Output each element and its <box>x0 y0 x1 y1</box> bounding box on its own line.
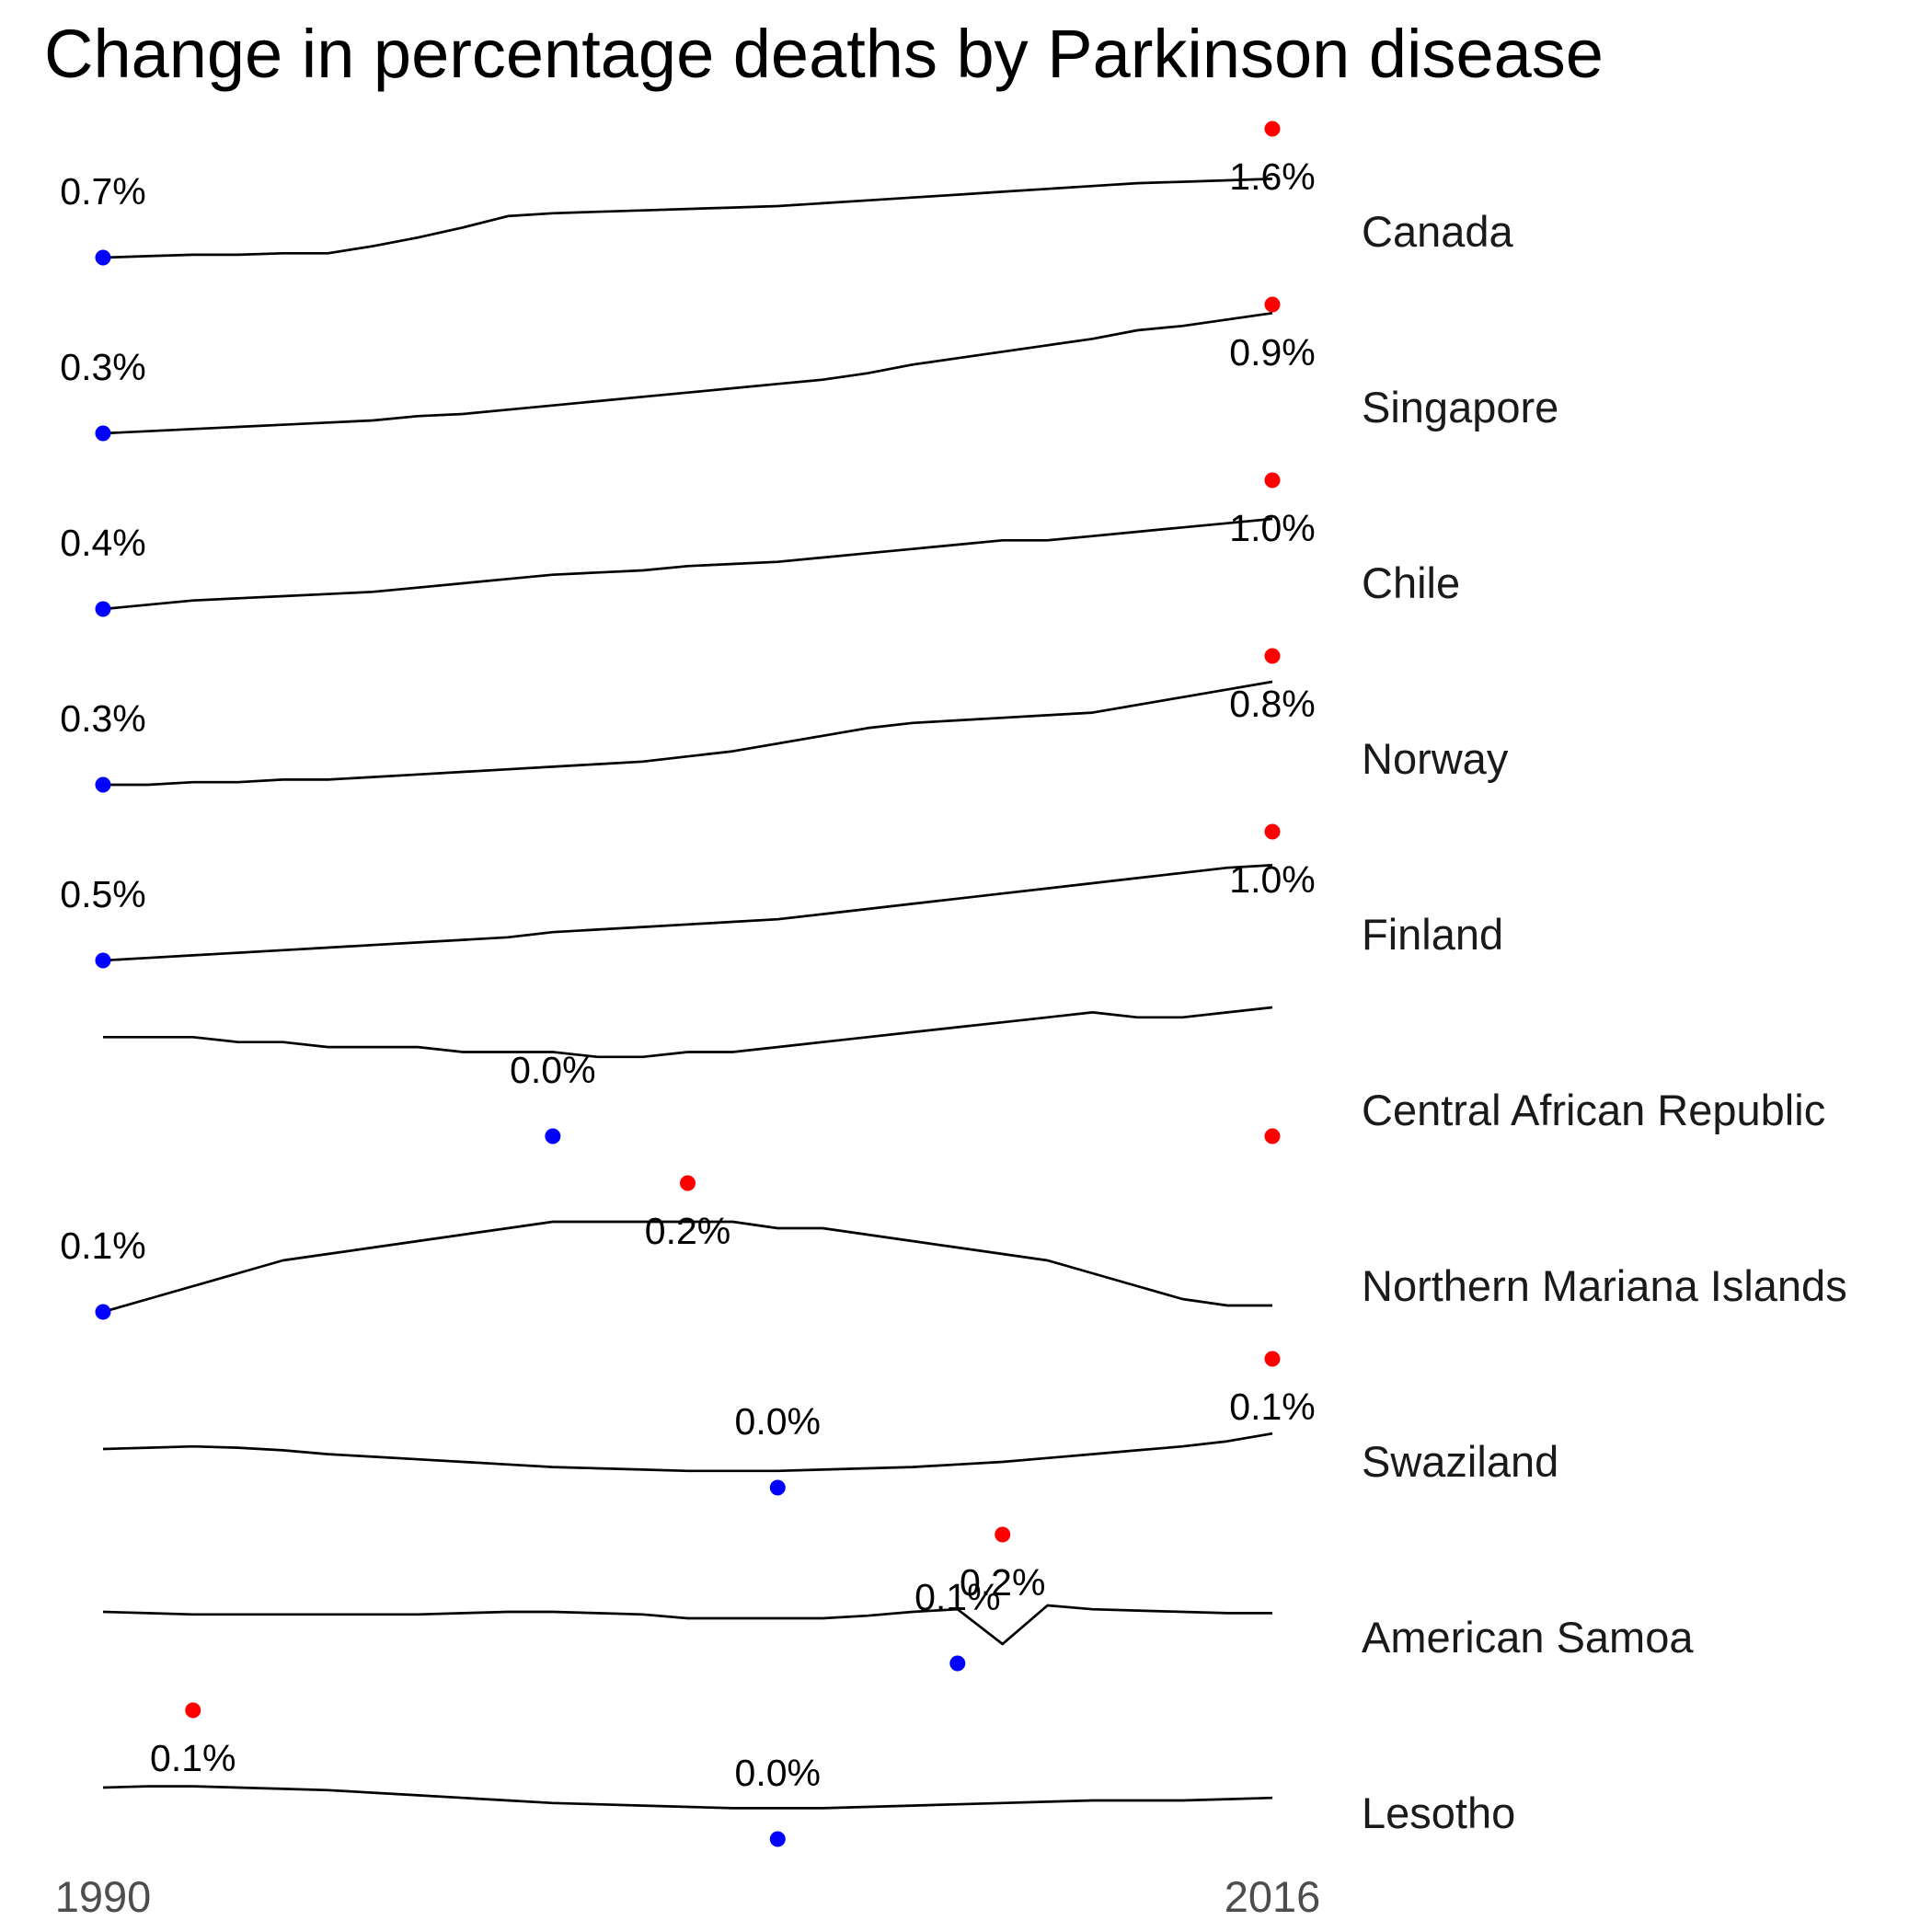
row-singapore: 0.3% 0.9% Singapore <box>60 296 1558 442</box>
row-label-lesotho: Lesotho <box>1362 1788 1515 1837</box>
min-label-norway: 0.3% <box>60 697 145 740</box>
x-tick-label-end: 2016 <box>1225 1872 1321 1921</box>
series-line-chile <box>102 517 1273 611</box>
max-point-lesotho <box>185 1702 201 1719</box>
row-norway: 0.3% 0.8% Norway <box>60 648 1509 793</box>
series-line-northern-mariana-islands <box>102 1220 1272 1314</box>
max-point-chile <box>1264 472 1281 489</box>
max-label-canada: 1.6% <box>1229 155 1315 198</box>
row-label-canada: Canada <box>1362 207 1513 256</box>
max-point-central-african-republic <box>1264 1128 1281 1144</box>
row-swaziland: 0.0% 0.1% Swaziland <box>102 1351 1558 1496</box>
max-label-norway: 0.8% <box>1229 683 1315 725</box>
series-line-american-samoa <box>102 1604 1272 1646</box>
series-line-lesotho <box>102 1785 1273 1810</box>
max-point-singapore <box>1264 296 1281 313</box>
max-point-northern-mariana-islands <box>680 1175 696 1191</box>
min-label-canada: 0.7% <box>60 170 145 213</box>
series-line-norway <box>103 680 1273 787</box>
chart-title: Change in percentage deaths by Parkinson… <box>44 16 1604 92</box>
min-label-swaziland: 0.0% <box>735 1400 821 1443</box>
min-point-central-african-republic <box>545 1128 561 1144</box>
chart-rows: 0.7% 1.6% Canada 0.3% 0.9% Singapore 0.4% 1.0% C… <box>60 121 1847 1847</box>
row-chile: 0.4% 1.0% Chile <box>60 472 1460 617</box>
min-point-chile <box>95 601 111 617</box>
row-label-chile: Chile <box>1362 558 1460 607</box>
min-label-lesotho: 0.0% <box>735 1752 821 1794</box>
max-label-american-samoa: 0.2% <box>960 1561 1045 1604</box>
max-label-chile: 1.0% <box>1229 507 1315 549</box>
max-label-lesotho: 0.1% <box>150 1737 236 1779</box>
row-central-african-republic: 0.0% Central African Republic <box>103 1006 1825 1144</box>
series-line-central-african-republic <box>103 1006 1273 1059</box>
min-label-finland: 0.5% <box>60 873 145 915</box>
min-label-american-samoa: 0.1% <box>914 1576 1000 1618</box>
series-line-singapore <box>102 311 1273 435</box>
min-label-singapore: 0.3% <box>60 346 145 388</box>
series-line-canada <box>102 178 1273 259</box>
min-point-lesotho <box>769 1831 786 1847</box>
x-tick-label-start: 1990 <box>55 1872 152 1921</box>
row-label-american-samoa: American Samoa <box>1362 1613 1694 1662</box>
max-label-swaziland: 0.1% <box>1229 1386 1315 1428</box>
min-point-american-samoa <box>949 1655 966 1672</box>
max-point-finland <box>1264 823 1281 840</box>
max-point-american-samoa <box>995 1526 1011 1543</box>
row-label-northern-mariana-islands: Northern Mariana Islands <box>1362 1261 1847 1310</box>
row-lesotho: 0.0% 0.1% Lesotho <box>102 1702 1515 1847</box>
series-line-finland <box>102 864 1273 962</box>
min-label-chile: 0.4% <box>60 522 145 564</box>
min-point-norway <box>95 776 111 793</box>
row-label-norway: Norway <box>1362 734 1509 783</box>
min-point-singapore <box>95 425 111 442</box>
series-line-swaziland <box>102 1432 1273 1473</box>
min-point-finland <box>95 952 111 969</box>
max-label-finland: 1.0% <box>1229 858 1315 901</box>
row-label-central-african-republic: Central African Republic <box>1362 1086 1825 1134</box>
max-point-norway <box>1264 648 1281 664</box>
row-american-samoa: 0.1%0.2% American Samoa <box>102 1526 1694 1672</box>
min-label-central-african-republic: 0.0% <box>510 1049 595 1091</box>
row-northern-mariana-islands: 0.1% 0.2% Northern Mariana Islands <box>60 1175 1847 1320</box>
min-point-northern-mariana-islands <box>95 1304 111 1320</box>
max-label-northern-mariana-islands: 0.2% <box>645 1210 730 1252</box>
row-finland: 0.5% 1.0% Finland <box>60 823 1503 969</box>
max-point-canada <box>1264 121 1281 137</box>
min-label-northern-mariana-islands: 0.1% <box>60 1225 145 1267</box>
row-label-swaziland: Swaziland <box>1362 1437 1558 1486</box>
max-point-swaziland <box>1264 1351 1281 1367</box>
row-canada: 0.7% 1.6% Canada <box>60 121 1513 266</box>
max-label-singapore: 0.9% <box>1229 331 1315 374</box>
min-point-swaziland <box>769 1479 786 1496</box>
row-label-finland: Finland <box>1362 910 1503 959</box>
row-label-singapore: Singapore <box>1362 383 1558 431</box>
min-point-canada <box>95 249 111 266</box>
